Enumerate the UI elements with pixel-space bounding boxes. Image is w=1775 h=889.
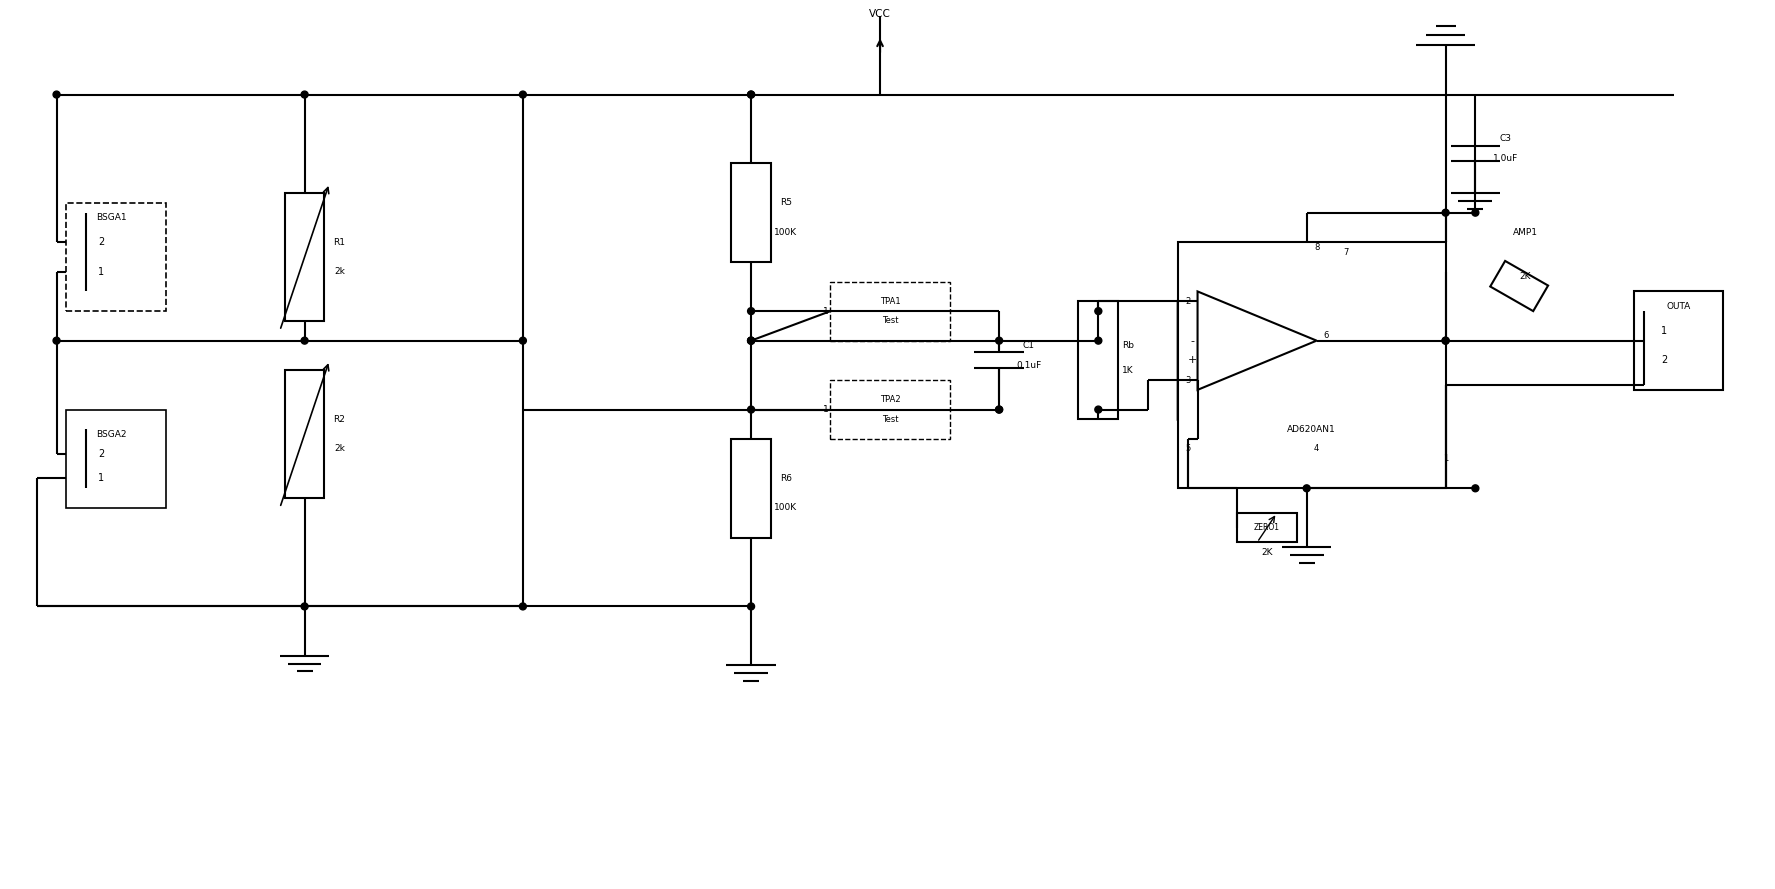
Text: C3: C3 (1500, 134, 1511, 143)
Text: 5: 5 (1186, 444, 1191, 453)
Text: Test: Test (882, 316, 898, 325)
Bar (1079, 301, 1118, 420)
Text: AMP1: AMP1 (1512, 228, 1537, 236)
Text: 2: 2 (98, 449, 105, 459)
Text: 1: 1 (822, 405, 829, 414)
Text: ZERO1: ZERO1 (1253, 524, 1280, 533)
Text: 2K: 2K (1262, 548, 1273, 557)
Text: 2K: 2K (1519, 272, 1530, 281)
Circle shape (302, 91, 309, 98)
Text: C1: C1 (1022, 341, 1035, 350)
Circle shape (996, 406, 1003, 413)
Circle shape (520, 337, 527, 344)
Circle shape (1303, 485, 1310, 492)
Text: 2k: 2k (334, 268, 344, 276)
Text: R5: R5 (779, 198, 792, 207)
Circle shape (747, 337, 754, 344)
Bar (66, 203, 165, 311)
Text: 6: 6 (1324, 332, 1329, 340)
Bar (284, 193, 325, 321)
Text: 100K: 100K (774, 503, 797, 512)
Circle shape (747, 91, 754, 98)
Circle shape (996, 337, 1003, 344)
Text: +: + (1187, 356, 1198, 365)
Text: 1: 1 (822, 307, 829, 316)
Circle shape (1095, 337, 1102, 344)
Circle shape (1441, 337, 1448, 344)
Bar (1177, 242, 1445, 488)
Circle shape (1471, 485, 1479, 492)
Text: OUTA: OUTA (1667, 301, 1692, 310)
Circle shape (302, 337, 309, 344)
Text: 1.0uF: 1.0uF (1493, 154, 1518, 163)
Circle shape (1095, 406, 1102, 413)
Text: BSGA1: BSGA1 (96, 213, 126, 222)
Text: 3: 3 (1186, 375, 1191, 385)
Text: 2: 2 (1186, 297, 1191, 306)
Bar (731, 439, 770, 538)
Text: Rb: Rb (1122, 341, 1134, 350)
Circle shape (520, 603, 527, 610)
Text: 2k: 2k (334, 444, 344, 453)
Circle shape (747, 91, 754, 98)
Text: 4: 4 (1314, 444, 1319, 453)
Circle shape (1441, 209, 1448, 216)
Circle shape (996, 406, 1003, 413)
Text: AD620AN1: AD620AN1 (1287, 425, 1337, 434)
Text: BSGA2: BSGA2 (96, 429, 126, 438)
Bar (831, 380, 950, 439)
Circle shape (1471, 209, 1479, 216)
Text: -: - (1191, 336, 1195, 346)
Text: 1: 1 (1661, 325, 1667, 336)
Circle shape (747, 337, 754, 344)
Circle shape (747, 337, 754, 344)
Circle shape (1095, 308, 1102, 315)
Text: 2: 2 (98, 237, 105, 247)
Text: 7: 7 (1344, 247, 1349, 257)
Text: 1: 1 (1443, 454, 1448, 463)
Text: R6: R6 (779, 474, 792, 483)
Text: TPA1: TPA1 (880, 297, 900, 306)
Bar (1491, 261, 1548, 311)
Circle shape (53, 337, 60, 344)
Bar (731, 164, 770, 262)
Text: 100K: 100K (774, 228, 797, 236)
Circle shape (747, 308, 754, 315)
Text: 8: 8 (1314, 243, 1319, 252)
Text: R1: R1 (334, 237, 346, 247)
Text: R2: R2 (334, 415, 346, 424)
Text: Test: Test (882, 415, 898, 424)
Text: TPA2: TPA2 (880, 396, 900, 404)
Circle shape (1441, 337, 1448, 344)
Circle shape (53, 91, 60, 98)
Text: 0.1uF: 0.1uF (1017, 361, 1042, 370)
Bar (284, 370, 325, 498)
Text: 1K: 1K (1122, 365, 1134, 374)
Text: 1: 1 (98, 267, 105, 276)
Bar (1237, 513, 1298, 542)
Bar (831, 282, 950, 340)
Bar (1635, 292, 1724, 390)
Circle shape (747, 406, 754, 413)
Text: 2: 2 (1661, 356, 1667, 365)
Bar (66, 410, 165, 508)
Text: VCC: VCC (870, 9, 891, 19)
Circle shape (747, 603, 754, 610)
Circle shape (520, 91, 527, 98)
Circle shape (302, 603, 309, 610)
Text: 1: 1 (98, 474, 105, 484)
